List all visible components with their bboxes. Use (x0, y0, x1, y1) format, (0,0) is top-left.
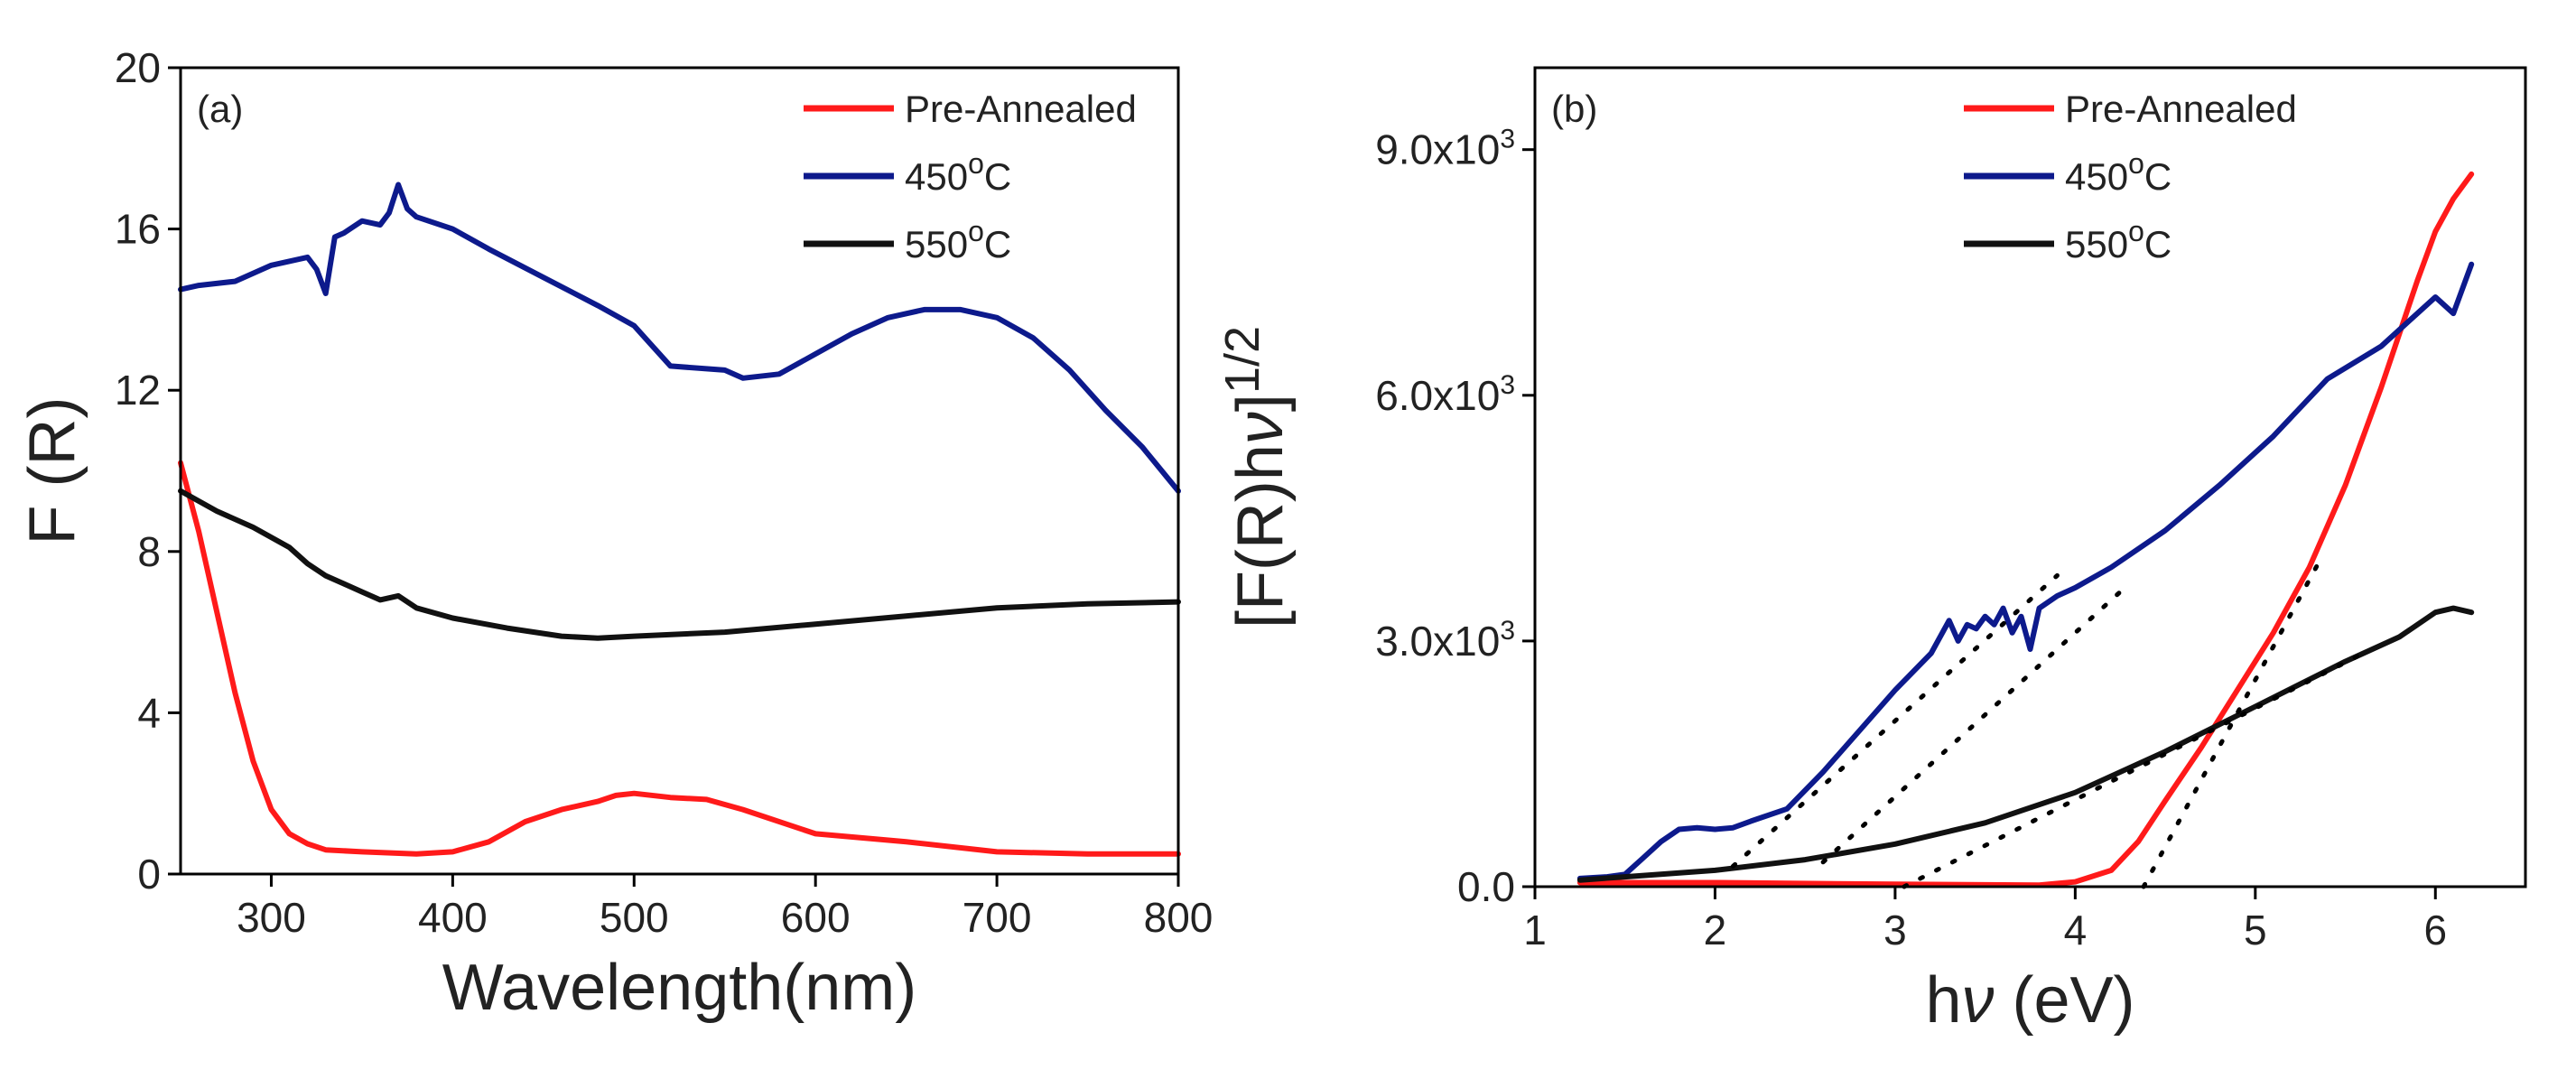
fit-line-b-3 (2141, 561, 2321, 889)
x-tick-label-b-5: 6 (2423, 907, 2447, 953)
legend-b: Pre-Annealed 450oC 550oC (1964, 88, 2297, 265)
plot-frame-b (1533, 66, 2527, 888)
x-tick-label-b-1: 2 (1704, 907, 1727, 953)
y-tick-label-a-1: 4 (137, 689, 161, 736)
x-tick-label-b-2: 3 (1883, 907, 1907, 953)
legend-label-b-0: Pre-Annealed (2065, 88, 2297, 130)
legend-label-b-2: 550oC (2065, 215, 2171, 265)
y-tick-label-b-0: 0.0 (1457, 863, 1515, 910)
x-tick-label-b-3: 4 (2064, 907, 2088, 953)
y-tick-label-b-2: 6.0x103 (1375, 370, 1515, 419)
legend-label-b-1: 450oC (2065, 147, 2171, 198)
series-line-a-2 (178, 488, 1181, 641)
legend-a: Pre-Annealed 450oC 550oC (804, 88, 1137, 265)
y-axis-title-a: F (R) (16, 397, 88, 545)
x-tick-label-a-1: 400 (418, 894, 488, 941)
x-tick-label-a-4: 700 (963, 894, 1032, 941)
panel-label-b: (b) (1551, 88, 1597, 130)
y-tick-label-a-2: 8 (137, 528, 161, 575)
x-tick-label-a-5: 800 (1144, 894, 1214, 941)
x-tick-label-a-2: 500 (600, 894, 669, 941)
panel-a: 300 400 500 600 700 800 0 4 8 12 16 20 Wavelength(nm… (16, 44, 1213, 1024)
panel-label-a: (a) (197, 88, 243, 130)
y-tick-label-a-0: 0 (137, 851, 161, 898)
plot-frame-a (179, 66, 1180, 876)
legend-label-a-2: 550oC (905, 215, 1011, 265)
legend-label-a-1: 450oC (905, 147, 1011, 198)
fit-line-b-1 (1820, 581, 2132, 865)
x-tick-label-b-0: 1 (1523, 907, 1547, 953)
x-tick-label-a-3: 600 (781, 894, 851, 941)
y-axis-title-b: [F(R)hν]1/2 (1215, 326, 1297, 628)
x-tick-label-b-4: 5 (2244, 907, 2267, 953)
fit-line-b-2 (1902, 651, 2366, 889)
y-tick-label-b-3: 9.0x103 (1375, 125, 1515, 173)
fit-line-b-0 (1730, 572, 2060, 869)
series-line-b-1 (1576, 261, 2475, 881)
y-tick-label-a-3: 12 (115, 367, 161, 414)
x-axis-title-b: hν (eV) (1925, 964, 2134, 1037)
series-line-b-2 (1576, 605, 2475, 883)
series-line-a-1 (178, 181, 1181, 494)
x-tick-label-a-0: 300 (237, 894, 306, 941)
series-line-b-0 (1576, 171, 2475, 888)
y-tick-label-a-4: 16 (115, 206, 161, 253)
series-line-a-0 (178, 460, 1181, 857)
legend-label-a-0: Pre-Annealed (905, 88, 1137, 130)
y-tick-label-b-1: 3.0x103 (1375, 616, 1515, 665)
x-axis-title-a: Wavelength(nm) (442, 952, 917, 1024)
y-tick-label-a-5: 20 (115, 44, 161, 91)
panel-b: 1 2 3 4 5 6 0.0 3.0x103 6.0x103 9.0x103 hν (eV) [F(… (1215, 66, 2527, 1037)
